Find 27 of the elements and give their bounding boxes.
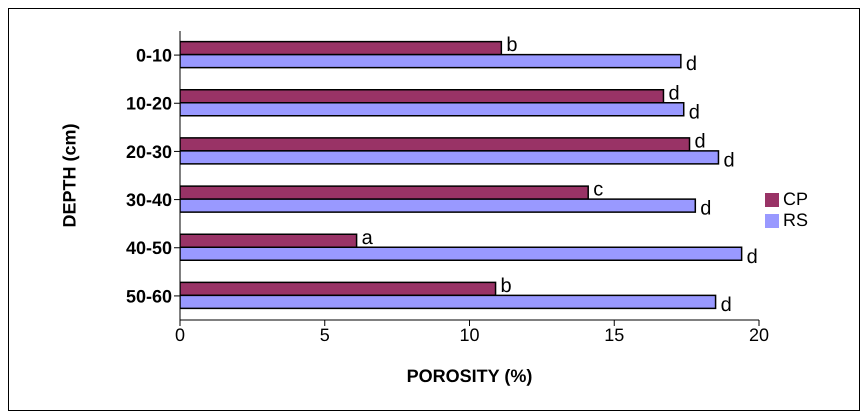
y-tick-label: 40-50: [126, 238, 172, 258]
data-label: d: [700, 198, 712, 220]
x-axis-title: POROSITY (%): [406, 366, 532, 386]
data-label: d: [686, 53, 697, 76]
y-axis-title: DEPTH (cm): [59, 123, 80, 228]
data-label: d: [723, 149, 735, 172]
data-label: d: [720, 294, 732, 316]
data-label: a: [362, 226, 374, 249]
legend-label: RS: [783, 210, 808, 230]
y-tick-label: 20-30: [126, 142, 172, 162]
y-tick-label: 50-60: [126, 286, 172, 306]
data-label: b: [500, 274, 512, 297]
data-label: d: [694, 130, 706, 152]
y-tick-label: 30-40: [126, 190, 172, 210]
legend-label: CP: [783, 188, 808, 208]
y-tick-label: 10-20: [126, 94, 172, 114]
data-label: d: [688, 101, 700, 124]
data-label: d: [668, 82, 680, 104]
data-label: d: [746, 246, 758, 268]
data-label: b: [506, 34, 518, 56]
data-label: c: [593, 178, 604, 201]
x-tick-label: 0: [174, 324, 186, 345]
x-tick-label: 5: [320, 324, 330, 345]
x-tick-label: 15: [604, 324, 624, 345]
x-tick-label: 20: [748, 324, 770, 345]
x-tick-label: 10: [459, 324, 480, 345]
y-tick-label: 0-10: [136, 45, 172, 66]
